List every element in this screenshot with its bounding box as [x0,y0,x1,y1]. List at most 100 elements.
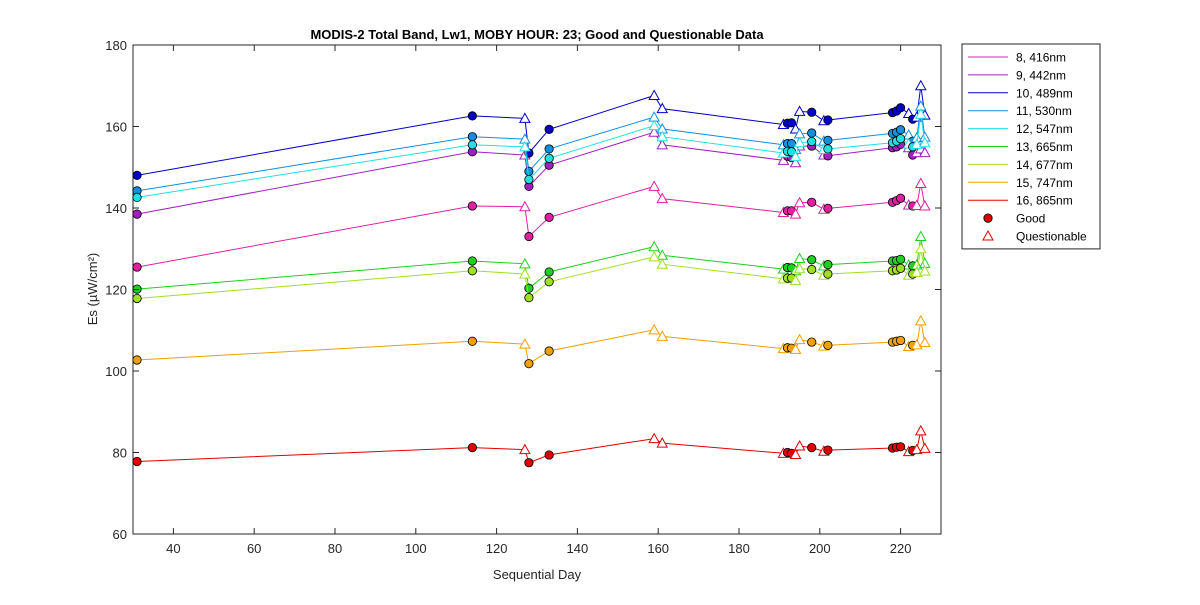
good-data-point [807,443,817,453]
questionable-data-point [793,262,806,274]
legend: 8, 416nm 9, 442nm 10, 489nm 11, 530nm 12, 54… [961,43,1101,250]
y-tick-label: 120 [105,283,127,298]
questionable-data-point [910,443,923,455]
good-data-point [544,153,554,163]
questionable-data-point [656,138,669,150]
good-data-point [467,132,477,142]
questionable-data-point [918,146,931,158]
questionable-data-point [519,267,531,279]
questionable-data-point [789,208,802,219]
questionable-data-point [789,156,802,168]
questionable-data-point [519,112,531,123]
questionable-data-point [918,265,931,276]
legend-marker-label: Questionable [1016,230,1087,244]
questionable-data-point [656,130,669,142]
questionable-data-point [789,274,802,286]
x-tick-label: 200 [809,541,831,556]
questionable-data-point [519,443,531,455]
plot-area [132,44,942,535]
good-data-point [807,264,817,275]
legend-series-label: 11, 530nm [1016,104,1072,118]
good-data-point [823,260,833,270]
questionable-data-point [914,242,927,254]
good-data-point [132,170,142,180]
questionable-data-point [793,105,806,116]
questionable-data-point [914,230,927,242]
legend-series-label: 14, 677nm [1016,158,1073,172]
good-data-point [467,201,477,211]
good-data-point [544,144,554,154]
legend-series-label: 15, 747nm [1016,176,1073,190]
questionable-data-point [656,330,669,341]
questionable-data-point [793,196,806,208]
good-data-point [467,140,477,150]
y-tick-label: 100 [105,364,127,379]
questionable-data-point [648,250,661,262]
questionable-data-point [918,136,931,148]
questionable-data-point [519,257,531,269]
good-data-point [895,193,906,203]
legend-series-label: 13, 665nm [1016,140,1073,154]
good-data-point [132,293,142,304]
good-data-point [823,144,833,154]
x-tick-label: 120 [486,541,508,556]
good-data-point [544,346,554,356]
good-data-point [524,174,534,185]
questionable-data-point [656,102,669,114]
series-group [132,314,931,369]
good-data-point [895,125,906,135]
good-data-point [467,111,477,121]
series-group [132,242,931,304]
good-data-point [524,458,534,468]
good-data-point [467,266,477,276]
x-tick-label: 80 [328,541,342,556]
good-data-point [823,115,833,125]
series-group [132,424,931,468]
good-data-point [132,355,142,365]
y-tick-label: 80 [113,446,127,461]
legend-questionable-marker [982,229,994,241]
series-group [132,230,931,294]
good-data-point [467,336,477,346]
good-data-point [807,128,817,138]
good-data-point [895,442,906,452]
good-data-point [132,209,142,219]
y-tick-label: 160 [105,120,127,135]
questionable-data-point [918,199,931,211]
questionable-data-point [793,252,806,264]
questionable-data-point [648,432,661,444]
good-data-point [895,254,906,264]
good-data-point [467,256,477,266]
good-data-point [823,203,833,214]
y-tick-label: 60 [113,527,127,542]
good-data-point [895,335,906,346]
questionable-data-point [793,136,806,148]
good-data-point [895,103,906,113]
good-data-point [132,456,142,467]
good-data-point [823,135,833,145]
questionable-data-point [910,199,923,211]
questionable-data-point [914,177,927,189]
legend-series-label: 9, 442nm [1016,68,1066,82]
axis-layer: 40 60 80 100 120 140 160 180 200 220 60 80 100 120 140… [105,38,941,556]
good-data-point [132,192,142,203]
good-data-point [544,267,554,277]
good-data-point [524,359,534,369]
questionable-data-point [914,108,927,119]
questionable-data-point [648,323,661,335]
questionable-data-point [656,192,669,204]
questionable-data-point [918,442,931,453]
questionable-data-point [519,338,531,349]
questionable-data-point [648,89,661,101]
questionable-data-point [519,140,531,152]
x-tick-label: 180 [728,541,750,556]
good-data-point [544,277,554,287]
series-group [132,177,931,272]
good-data-point [807,337,817,347]
good-data-point [895,134,906,144]
questionable-data-point [648,119,661,131]
legend-series-label: 10, 489nm [1016,86,1073,100]
good-data-point [807,107,817,117]
good-data-point [524,231,534,242]
